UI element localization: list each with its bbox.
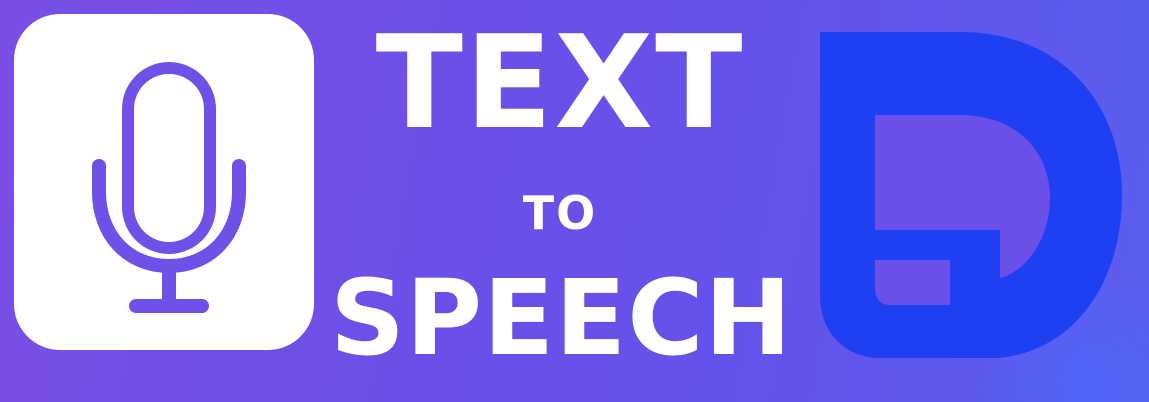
banner-title: TEXT TO SPEECH (330, 9, 793, 380)
title-speech: SPEECH (330, 257, 793, 379)
title-text: TEXT (375, 9, 745, 158)
brand-logo-icon (820, 32, 1122, 358)
microphone-app-tile (14, 14, 314, 350)
microphone-icon (92, 62, 246, 313)
title-to: TO (522, 186, 598, 240)
